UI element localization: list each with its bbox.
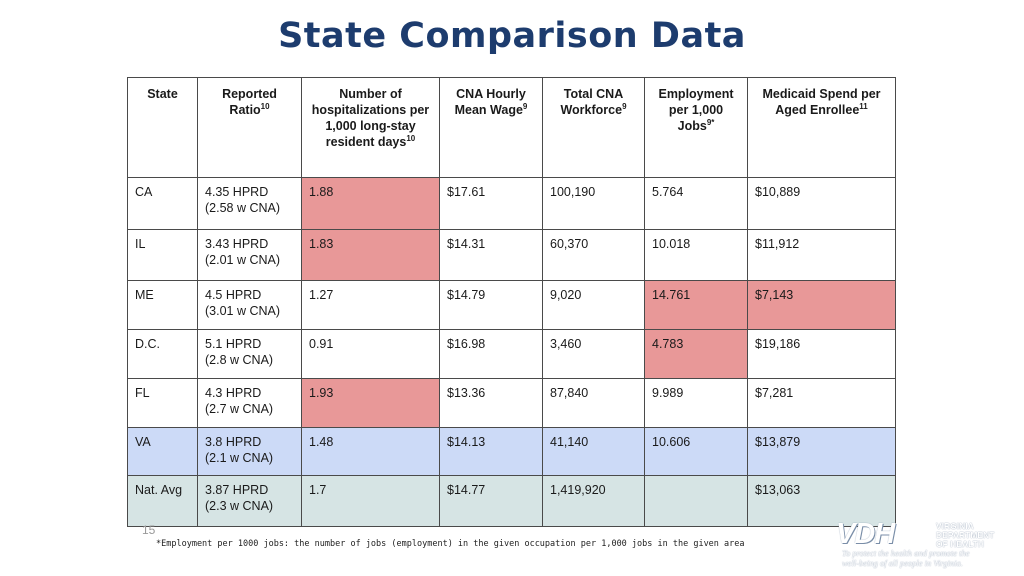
column-header-reported-ratio: Reported Ratio10 (197, 77, 302, 178)
cell-medicaid: $19,186 (747, 329, 896, 379)
vdh-logo-letters: VDH (836, 518, 895, 550)
cell-reported-ratio: 3.43 HPRD (2.01 w CNA) (197, 229, 302, 281)
vdh-logo-org-name: VIRGINIA DEPARTMENT OF HEALTH (936, 521, 995, 549)
cell-wage: $14.31 (439, 229, 543, 281)
cell-workforce: 1,419,920 (542, 475, 645, 527)
column-header-employment: Employment per 1,000 Jobs9* (644, 77, 748, 178)
cell-state: VA (127, 427, 198, 476)
column-header-hospitalizations: Number of hospitalizations per 1,000 lon… (301, 77, 440, 178)
cell-medicaid: $11,912 (747, 229, 896, 281)
state-comparison-table: State Reported Ratio10 Number of hospita… (127, 77, 896, 527)
cell-wage: $17.61 (439, 177, 543, 230)
cell-employment: 10.018 (644, 229, 748, 281)
table-header-row: State Reported Ratio10 Number of hospita… (127, 77, 896, 178)
cell-workforce: 9,020 (542, 280, 645, 330)
cell-hospitalizations: 1.7 (301, 475, 440, 527)
cell-wage: $14.79 (439, 280, 543, 330)
cell-hospitalizations: 1.83 (301, 229, 440, 281)
cell-hospitalizations: 1.93 (301, 378, 440, 428)
cell-reported-ratio: 4.5 HPRD (3.01 w CNA) (197, 280, 302, 330)
column-header-cna-workforce: Total CNA Workforce9 (542, 77, 645, 178)
page-title: State Comparison Data (278, 16, 746, 56)
table-row-me: ME 4.5 HPRD (3.01 w CNA) 1.27 $14.79 9,02… (127, 280, 896, 330)
cell-wage: $14.77 (439, 475, 543, 527)
cell-medicaid: $13,879 (747, 427, 896, 476)
cell-medicaid: $13,063 (747, 475, 896, 527)
cell-hospitalizations: 1.27 (301, 280, 440, 330)
vdh-logo-tagline: To protect the health and promote the we… (842, 548, 970, 568)
cell-hospitalizations: 1.48 (301, 427, 440, 476)
table-row-national-average: Nat. Avg 3.87 HPRD (2.3 w CNA) 1.7 $14.77… (127, 475, 896, 527)
table-row-ca: CA 4.35 HPRD (2.58 w CNA) 1.88 $17.61 100… (127, 177, 896, 230)
table-row-il: IL 3.43 HPRD (2.01 w CNA) 1.83 $14.31 60,… (127, 229, 896, 281)
cell-state: D.C. (127, 329, 198, 379)
cell-reported-ratio: 4.35 HPRD (2.58 w CNA) (197, 177, 302, 230)
cell-state: CA (127, 177, 198, 230)
cell-hospitalizations: 0.91 (301, 329, 440, 379)
cell-state: IL (127, 229, 198, 281)
cell-workforce: 87,840 (542, 378, 645, 428)
cell-medicaid: $7,143 (747, 280, 896, 330)
cell-employment: 14.761 (644, 280, 748, 330)
cell-employment: 5.764 (644, 177, 748, 230)
column-header-medicaid-spend: Medicaid Spend per Aged Enrollee11 (747, 77, 896, 178)
column-header-state: State (127, 77, 198, 178)
cell-hospitalizations: 1.88 (301, 177, 440, 230)
page-number: 15 (142, 523, 156, 537)
cell-reported-ratio: 5.1 HPRD (2.8 w CNA) (197, 329, 302, 379)
vdh-logo: VDH VIRGINIA DEPARTMENT OF HEALTH To pro… (834, 518, 1019, 574)
cell-reported-ratio: 3.8 HPRD (2.1 w CNA) (197, 427, 302, 476)
cell-employment: 4.783 (644, 329, 748, 379)
cell-reported-ratio: 4.3 HPRD (2.7 w CNA) (197, 378, 302, 428)
cell-employment: 9.989 (644, 378, 748, 428)
cell-wage: $13.36 (439, 378, 543, 428)
cell-state: ME (127, 280, 198, 330)
cell-state: FL (127, 378, 198, 428)
cell-workforce: 41,140 (542, 427, 645, 476)
column-header-cna-wage: CNA Hourly Mean Wage9 (439, 77, 543, 178)
footnote: *Employment per 1000 jobs: the number of… (156, 539, 745, 549)
cell-workforce: 60,370 (542, 229, 645, 281)
table-row-fl: FL 4.3 HPRD (2.7 w CNA) 1.93 $13.36 87,84… (127, 378, 896, 428)
cell-workforce: 100,190 (542, 177, 645, 230)
cell-employment (644, 475, 748, 527)
cell-state: Nat. Avg (127, 475, 198, 527)
cell-reported-ratio: 3.87 HPRD (2.3 w CNA) (197, 475, 302, 527)
cell-medicaid: $7,281 (747, 378, 896, 428)
cell-employment: 10.606 (644, 427, 748, 476)
table-row-dc: D.C. 5.1 HPRD (2.8 w CNA) 0.91 $16.98 3,4… (127, 329, 896, 379)
cell-workforce: 3,460 (542, 329, 645, 379)
cell-medicaid: $10,889 (747, 177, 896, 230)
cell-wage: $16.98 (439, 329, 543, 379)
table-row-va: VA 3.8 HPRD (2.1 w CNA) 1.48 $14.13 41,14… (127, 427, 896, 476)
cell-wage: $14.13 (439, 427, 543, 476)
